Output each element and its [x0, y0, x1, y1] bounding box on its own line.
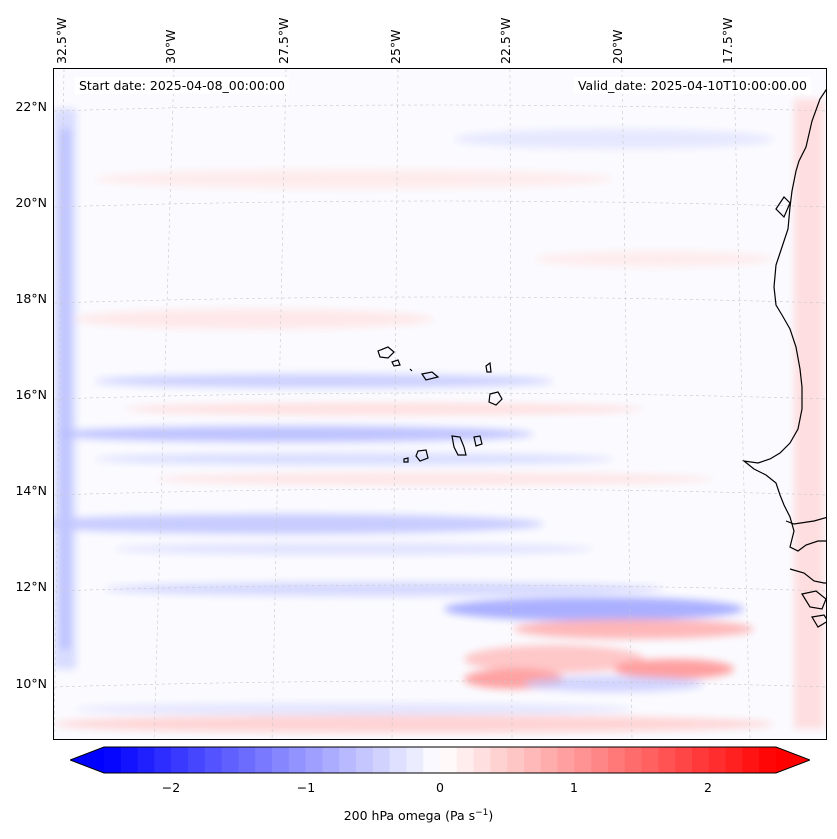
colorbar-label-sup: −1	[475, 808, 489, 818]
colorbar-cell	[759, 747, 777, 773]
cape-verde-islands	[377, 346, 503, 463]
colorbar	[70, 746, 810, 774]
lat-label-18n: 18°N	[15, 291, 47, 306]
lon-label-32-5w: 32.5°W	[54, 17, 69, 64]
colorbar-cell	[725, 747, 743, 773]
colorbar-cell	[120, 747, 139, 773]
colorbar-cell	[204, 747, 223, 773]
lat-label-20n: 20°N	[15, 195, 47, 210]
lon-label-20w: 20°W	[610, 29, 625, 64]
colorbar-cell	[574, 747, 592, 773]
lat-label-16n: 16°N	[15, 387, 47, 402]
lat-label-10n: 10°N	[15, 676, 47, 691]
colorbar-cell	[490, 747, 508, 773]
colorbar-cell	[557, 747, 575, 773]
colorbar-outline	[70, 746, 810, 774]
colorbar-tick-2: 2	[704, 780, 712, 795]
colorbar-cell	[221, 747, 239, 773]
colorbar-cell	[322, 747, 340, 773]
colorbar-cell	[137, 747, 155, 773]
colorbar-label-suffix: )	[488, 808, 494, 824]
colorbar-cell	[742, 747, 760, 773]
colorbar-cell	[692, 747, 710, 773]
lon-label-25w: 25°W	[388, 29, 403, 64]
colorbar-cell	[255, 747, 273, 773]
colorbar-cell	[389, 747, 407, 773]
lon-label-22-5w: 22.5°W	[498, 17, 513, 64]
colorbar-cells	[104, 747, 777, 773]
colorbar-cell	[423, 747, 441, 773]
map-panel	[53, 68, 827, 740]
colorbar-cell	[406, 747, 424, 773]
lon-label-30w: 30°W	[163, 29, 178, 64]
colorbar-tick-0: 0	[436, 780, 444, 795]
colorbar-cell	[456, 747, 475, 773]
lon-label-27-5w: 27.5°W	[276, 17, 291, 64]
field-bands	[54, 99, 824, 733]
colorbar-label-prefix: 200 hPa omega (Pa s	[343, 808, 476, 824]
african-coastline	[741, 88, 826, 628]
colorbar-tick-neg2: −2	[161, 780, 181, 795]
colorbar-cell	[372, 747, 391, 773]
colorbar-max-extension	[776, 747, 810, 773]
colorbar-cell	[272, 747, 290, 773]
colorbar-min-extension	[70, 747, 104, 773]
colorbar-cell	[473, 747, 491, 773]
colorbar-tick-1: 1	[570, 780, 578, 795]
colorbar-cell	[524, 747, 542, 773]
colorbar-label: 200 hPa omega (Pa s−1)	[0, 808, 837, 823]
colorbar-cell	[641, 747, 659, 773]
colorbar-cell	[154, 747, 172, 773]
lat-label-22n: 22°N	[15, 99, 47, 114]
colorbar-cell	[608, 747, 626, 773]
colorbar-tick-neg1: −1	[296, 780, 316, 795]
colorbar-cell	[540, 747, 559, 773]
graticule	[54, 69, 826, 739]
colorbar-cell	[624, 747, 643, 773]
colorbar-cell	[507, 747, 525, 773]
start-date-label: Start date: 2025-04-08_00:00:00	[75, 77, 289, 94]
colorbar-cell	[440, 747, 458, 773]
omega-field-map	[54, 69, 826, 739]
lat-label-14n: 14°N	[15, 483, 47, 498]
colorbar-cell	[339, 747, 357, 773]
lon-label-17-5w: 17.5°W	[720, 17, 735, 64]
colorbar-cell	[104, 747, 122, 773]
colorbar-cell	[658, 747, 676, 773]
valid-date-label: Valid_date: 2025-04-10T10:00:00.00	[573, 77, 811, 94]
colorbar-cell	[288, 747, 307, 773]
colorbar-cell	[591, 747, 609, 773]
colorbar-cell	[356, 747, 374, 773]
lat-label-12n: 12°N	[15, 579, 47, 594]
colorbar-cell	[188, 747, 206, 773]
colorbar-cell	[171, 747, 189, 773]
colorbar-cell	[238, 747, 256, 773]
colorbar-cell	[305, 747, 323, 773]
colorbar-cell	[675, 747, 693, 773]
colorbar-cell	[708, 747, 727, 773]
